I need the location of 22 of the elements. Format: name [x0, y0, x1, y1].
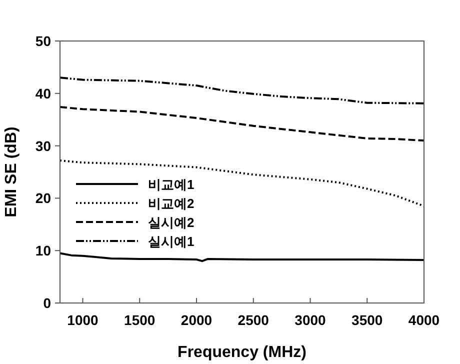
legend-label: 비교예1	[148, 177, 194, 192]
line-series	[59, 252, 425, 262]
line-series	[59, 76, 425, 104]
y-tick-label: 40	[35, 85, 52, 102]
y-axis-title: EMI SE (dB)	[3, 126, 20, 218]
legend-label: 비교예2	[148, 196, 194, 211]
y-tick-label: 20	[35, 190, 52, 206]
x-tick-label: 2000	[180, 312, 212, 328]
x-tick-label: 4000	[408, 312, 440, 328]
x-axis-title: Frequency (MHz)	[178, 344, 306, 361]
x-tick-label: 1000	[67, 312, 99, 328]
line-series	[59, 106, 425, 142]
y-tick-label: 10	[35, 242, 52, 259]
legend-label: 실시예2	[148, 215, 194, 230]
x-tick-label: 2500	[238, 312, 270, 328]
y-tick-label: 30	[35, 138, 52, 154]
x-tick-label: 1500	[124, 312, 156, 328]
legend-label: 실시예1	[148, 234, 194, 249]
x-tick-label: 3500	[352, 312, 383, 328]
y-tick-label: 0	[43, 295, 52, 311]
x-tick-label: 3000	[294, 312, 326, 328]
y-tick-label: 50	[35, 33, 52, 49]
